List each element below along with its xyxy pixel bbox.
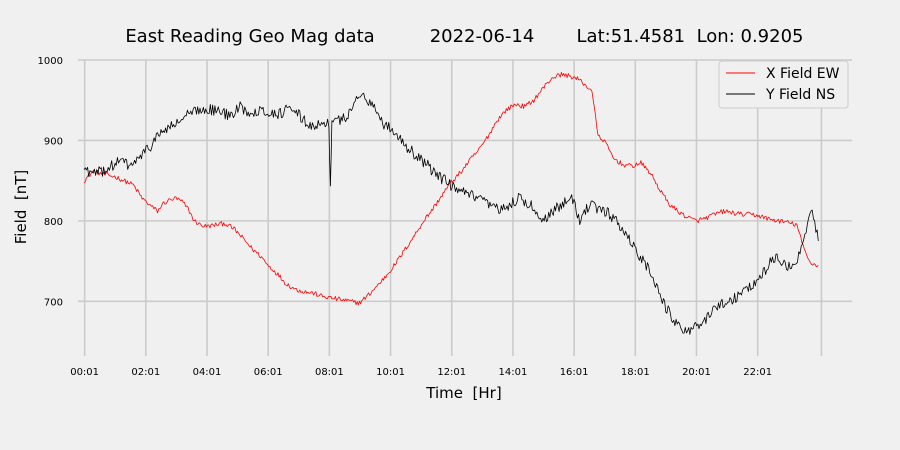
x-tick-label: 04:01 xyxy=(193,367,222,378)
y-tick-label: 900 xyxy=(44,136,63,147)
tick-labels: 700 800 900 1000 00:01 02:01 04:01 06:01 08:01 10… xyxy=(38,56,773,378)
y-tick-label: 700 xyxy=(44,297,63,308)
x-tick-label: 14:01 xyxy=(499,367,528,378)
legend: X Field EW Y Field NS xyxy=(718,60,849,109)
chart-title-name: East Reading Geo Mag data xyxy=(125,26,374,47)
x-tick-label: 12:01 xyxy=(437,367,466,378)
x-tick-label: 10:01 xyxy=(376,367,405,378)
series-line-y-field-ns xyxy=(83,92,819,335)
y-tick-label: 1000 xyxy=(38,56,63,67)
series-lines xyxy=(83,72,819,335)
x-tick-label: 08:01 xyxy=(315,367,344,378)
x-tick-label: 22:01 xyxy=(743,367,772,378)
series-line-x-field-ew xyxy=(83,72,819,306)
chart-title-date: 2022-06-14 xyxy=(430,26,535,47)
x-tick-label: 20:01 xyxy=(682,367,711,378)
x-axis-label: Time [Hr] xyxy=(425,384,501,402)
x-tick-label: 02:01 xyxy=(131,367,160,378)
legend-label-x-field: X Field EW xyxy=(766,66,840,82)
y-tick-label: 800 xyxy=(44,217,63,228)
x-tick-label: 00:01 xyxy=(70,367,99,378)
chart-title-location: Lat:51.4581 Lon: 0.9205 xyxy=(577,26,804,47)
legend-label-y-field: Y Field NS xyxy=(765,87,835,103)
x-tick-label: 16:01 xyxy=(560,367,589,378)
y-axis-label: Field [nT] xyxy=(12,170,30,245)
x-tick-label: 18:01 xyxy=(621,367,650,378)
grid xyxy=(78,59,852,356)
x-tick-label: 06:01 xyxy=(254,367,283,378)
